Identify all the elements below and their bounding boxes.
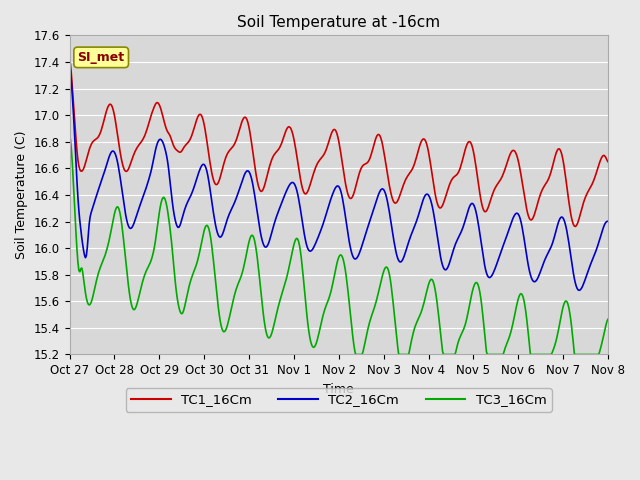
Title: Soil Temperature at -16cm: Soil Temperature at -16cm xyxy=(237,15,440,30)
TC1_16Cm xyxy=(66,55,74,60)
Text: SI_met: SI_met xyxy=(77,51,125,64)
TC3_16Cm xyxy=(442,351,450,357)
TC2_16Cm xyxy=(66,61,74,67)
Line: TC2_16Cm: TC2_16Cm xyxy=(70,64,608,290)
TC2_16Cm xyxy=(394,255,401,261)
TC1_16Cm xyxy=(572,224,579,229)
TC1_16Cm xyxy=(142,129,150,135)
TC2_16Cm xyxy=(442,267,449,273)
TC2_16Cm xyxy=(604,218,612,224)
Y-axis label: Soil Temperature (C): Soil Temperature (C) xyxy=(15,131,28,259)
TC1_16Cm xyxy=(604,159,612,165)
TC1_16Cm xyxy=(508,148,516,154)
Line: TC1_16Cm: TC1_16Cm xyxy=(70,58,608,227)
TC3_16Cm xyxy=(465,306,472,312)
TC1_16Cm xyxy=(401,178,409,183)
TC3_16Cm xyxy=(352,351,360,357)
TC2_16Cm xyxy=(401,251,409,256)
TC2_16Cm xyxy=(508,219,516,225)
TC3_16Cm xyxy=(402,351,410,357)
Legend: TC1_16Cm, TC2_16Cm, TC3_16Cm: TC1_16Cm, TC2_16Cm, TC3_16Cm xyxy=(126,388,552,412)
TC2_16Cm xyxy=(575,288,583,293)
TC3_16Cm xyxy=(142,268,150,274)
TC1_16Cm xyxy=(442,195,449,201)
Line: TC3_16Cm: TC3_16Cm xyxy=(70,134,608,354)
TC1_16Cm xyxy=(464,140,472,146)
TC2_16Cm xyxy=(142,185,150,191)
TC2_16Cm xyxy=(464,209,472,215)
TC3_16Cm xyxy=(509,322,516,328)
X-axis label: Time: Time xyxy=(323,383,354,396)
TC3_16Cm xyxy=(604,316,612,322)
TC3_16Cm xyxy=(395,351,403,357)
TC1_16Cm xyxy=(394,198,401,204)
TC3_16Cm xyxy=(66,132,74,137)
